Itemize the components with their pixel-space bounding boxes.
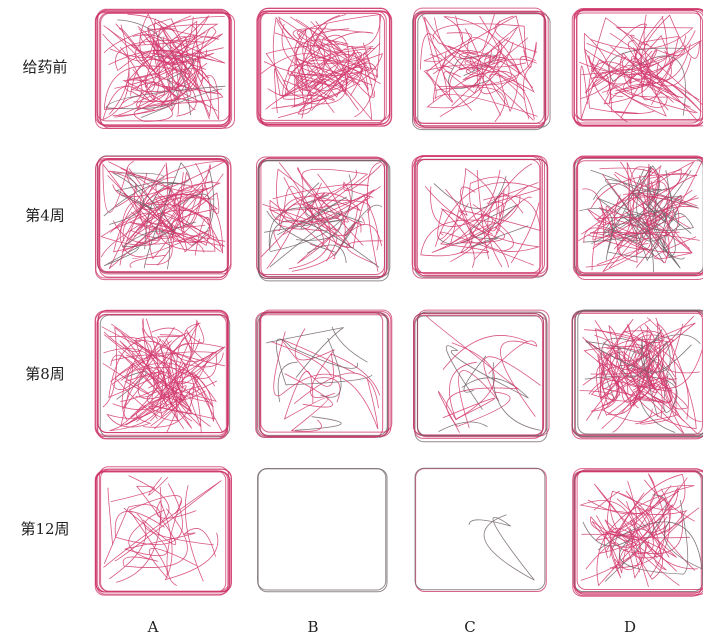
trajectory (438, 391, 494, 432)
arena-border-track (575, 471, 703, 593)
trajectory (586, 541, 646, 578)
arena-border-track (417, 312, 545, 437)
trajectory (495, 16, 537, 52)
trajectory (584, 34, 627, 122)
arena-border-track (258, 469, 386, 590)
open-field-cell (96, 156, 231, 280)
open-field-cell (572, 9, 703, 127)
trajectory (108, 488, 113, 545)
trajectory (295, 57, 296, 106)
arena-border-track (413, 314, 543, 435)
row-label: 第4周 (25, 207, 65, 225)
trajectory (130, 255, 165, 267)
arena-border-track (415, 468, 545, 590)
trajectory (439, 422, 488, 432)
trajectory-grid (95, 8, 703, 596)
row-label: 第12周 (20, 520, 69, 538)
arena-border-track (261, 310, 392, 432)
open-field-cell (415, 468, 546, 591)
open-field-cell (573, 156, 703, 280)
trajectory (493, 362, 541, 430)
trajectory (149, 548, 196, 578)
trajectory (124, 508, 216, 557)
open-field-cell (95, 467, 231, 595)
trajectory (120, 333, 187, 406)
column-label: D (624, 618, 636, 636)
arena-border-track (414, 313, 544, 435)
trajectory (469, 515, 534, 580)
column-label: B (307, 618, 318, 636)
trajectory (427, 316, 518, 426)
column-label: C (464, 618, 475, 636)
trajectory (104, 476, 169, 564)
arena-border-track (418, 310, 549, 436)
trajectory (285, 371, 329, 431)
open-field-cell (412, 8, 550, 129)
arena-border-track (574, 472, 703, 596)
row-label: 给药前 (22, 58, 67, 76)
trajectory (321, 338, 342, 397)
column-label: A (147, 618, 159, 636)
trajectory (347, 241, 383, 265)
arena-border-track (258, 469, 387, 592)
trajectory (435, 87, 504, 122)
trajectory (626, 501, 697, 569)
open-field-cell (572, 310, 703, 439)
arena-border-track (414, 315, 542, 438)
open-field-cell (257, 8, 392, 126)
trajectory (511, 203, 539, 263)
open-field-cell (258, 469, 387, 592)
arena-border-track (416, 469, 547, 592)
open-field-cell (256, 310, 392, 437)
open-field-cell (413, 310, 549, 442)
open-field-cell (412, 156, 548, 279)
figure: 给药前 A B C D 第4周第8周第12周 (0, 0, 703, 640)
trajectory (290, 14, 381, 47)
arena-border-track (574, 471, 702, 592)
arena-border-track (417, 159, 548, 276)
arena-border-track (417, 312, 546, 436)
trajectory (274, 332, 378, 430)
open-field-cell (573, 469, 703, 597)
trajectory (424, 71, 538, 117)
open-field-cell (95, 9, 234, 128)
open-field-cell (257, 157, 390, 281)
trajectory (443, 335, 528, 369)
row-label: 第8周 (25, 365, 65, 383)
trajectory (158, 335, 214, 384)
trajectory (295, 417, 341, 431)
open-field-cell (95, 310, 229, 439)
